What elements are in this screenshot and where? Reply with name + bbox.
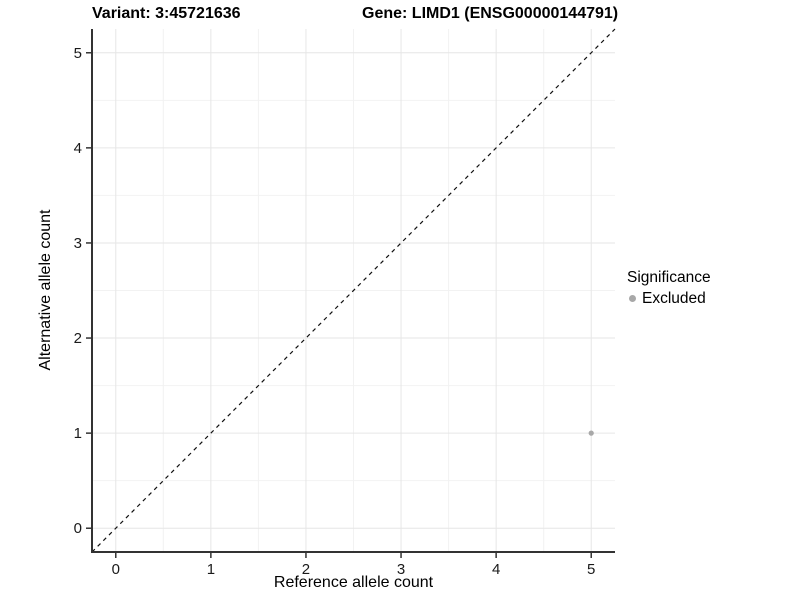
legend-item-excluded: Excluded <box>627 289 711 308</box>
legend-item-label: Excluded <box>642 290 706 307</box>
y-tick-label: 5 <box>74 45 82 62</box>
data-point <box>588 430 594 436</box>
legend: Significance Excluded <box>627 268 711 308</box>
legend-title: Significance <box>627 269 711 286</box>
y-tick-label: 1 <box>74 425 82 442</box>
x-tick-label: 0 <box>112 561 120 578</box>
y-tick-label: 2 <box>74 330 82 347</box>
x-tick-label: 2 <box>302 561 310 578</box>
x-tick-label: 4 <box>492 561 500 578</box>
plot-title-gene: Gene: LIMD1 (ENSG00000144791) <box>362 5 619 22</box>
y-tick-label: 4 <box>74 140 82 157</box>
x-axis-title: Reference allele count <box>273 574 434 591</box>
identity-line <box>91 28 616 553</box>
x-tick-label: 3 <box>397 561 405 578</box>
y-tick-label: 0 <box>74 520 82 537</box>
plot-title-variant: Variant: 3:45721636 <box>92 5 241 22</box>
y-axis-title: Alternative allele count <box>37 209 54 371</box>
x-tick-label: 5 <box>587 561 595 578</box>
x-tick-label: 1 <box>207 561 215 578</box>
y-tick-label: 3 <box>74 235 82 252</box>
legend-key-dot-icon <box>629 295 636 302</box>
